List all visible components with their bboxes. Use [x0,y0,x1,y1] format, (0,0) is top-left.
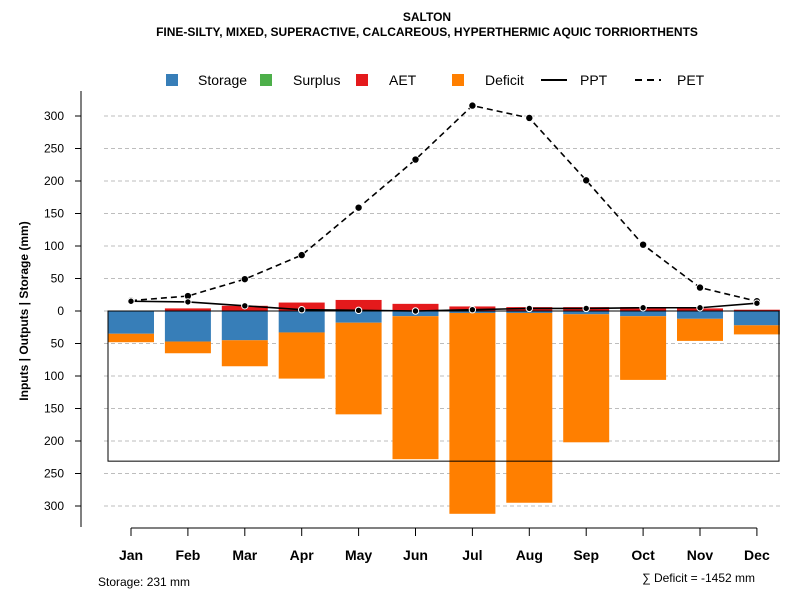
bar-deficit-jun [392,316,439,460]
y-tick-label-200: 200 [44,174,64,188]
x-tick-label-apr: Apr [290,547,315,563]
point-ppt-feb [184,298,192,306]
point-pet-jul [468,101,477,110]
legend-swatch-storage [166,74,178,86]
bar-deficit-jul [449,312,496,514]
x-tick-label-jun: Jun [403,547,428,563]
bar-deficit-oct [620,316,667,380]
bar-storage-jan [108,311,154,334]
point-ppt-dec [753,299,761,307]
deficit-footer: ∑ Deficit = -1452 mm [642,571,755,585]
bar-aet-dec [733,309,780,311]
bar-storage-oct [620,311,667,317]
y-tick-label-0: 0 [57,304,64,318]
legend-swatch-aet [356,74,368,86]
legend: Storage Surplus AET Deficit PPT PET [166,72,705,88]
y-tick-label--50: 50 [51,337,65,351]
line-ppt [130,300,757,312]
point-pet-nov [696,283,705,292]
bar-aet-may [335,299,382,311]
point-ppt-jun [411,307,420,315]
bar-storage-may [335,311,382,323]
legend-label-pet: PET [677,72,705,88]
point-ppt-nov [696,304,704,312]
storage-footer: Storage: 231 mm [98,575,190,589]
point-ppt-oct [639,304,647,312]
y-tick-label-250: 250 [44,142,64,156]
legend-label-deficit: Deficit [485,72,524,88]
point-pet-jun [411,155,420,164]
bar-storage-nov [677,311,723,319]
point-pet-aug [525,113,534,122]
bar-storage-sep [563,311,610,315]
bar-storage-feb [164,311,211,342]
x-tick-label-sep: Sep [573,547,599,563]
x-tick-label-may: May [345,547,372,563]
x-tick-label-jan: Jan [119,547,143,563]
point-ppt-jan [127,297,135,305]
y-tick-label--200: 200 [44,434,64,448]
x-tick-label-oct: Oct [631,547,655,563]
x-tick-label-feb: Feb [175,547,200,563]
bar-deficit-may [335,322,382,415]
point-ppt-mar [241,302,249,310]
y-tick-label-100: 100 [44,239,64,253]
bar-deficit-mar [221,340,268,367]
x-tick-label-aug: Aug [516,547,543,563]
bar-deficit-dec [733,325,780,335]
y-tick-label-150: 150 [44,207,64,221]
bar-aet-feb [164,308,211,311]
legend-label-ppt: PPT [580,72,608,88]
x-tick-label-nov: Nov [687,547,714,563]
y-tick-label--100: 100 [44,369,64,383]
x-tick-label-mar: Mar [232,547,257,563]
x-tick-label-jul: Jul [462,547,482,563]
bar-deficit-feb [164,341,211,354]
bar-deficit-sep [563,314,610,443]
legend-label-surplus: Surplus [293,72,340,88]
legend-swatch-surplus [260,74,272,86]
bar-storage-dec [733,311,780,326]
point-pet-may [354,203,363,212]
axes: 300 250 200 150 100 50 0 50 100 150 200 250 300 Jan Fe… [44,91,770,563]
lines [127,101,761,315]
bar-deficit-jan [108,333,154,343]
point-pet-apr [297,251,306,260]
y-tick-label--150: 150 [44,402,64,416]
y-axis-label: Inputs | Outputs | Storage (mm) [17,221,31,400]
bars [108,299,780,514]
bar-storage-mar [221,311,268,341]
bar-deficit-aug [506,312,553,503]
x-tick-label-dec: Dec [744,547,770,563]
point-ppt-aug [525,304,533,313]
bar-deficit-apr [278,332,325,379]
point-pet-sep [582,176,591,185]
point-ppt-jul [468,306,477,314]
point-pet-mar [240,275,249,284]
y-tick-label--300: 300 [44,499,64,513]
point-ppt-may [354,306,363,315]
legend-label-storage: Storage [198,72,247,88]
bar-deficit-nov [677,318,723,341]
legend-swatch-deficit [452,74,464,86]
chart-subtitle: FINE-SILTY, MIXED, SUPERACTIVE, CALCAREO… [156,25,698,39]
legend-label-aet: AET [389,72,417,88]
y-tick-label--250: 250 [44,467,64,481]
point-pet-oct [639,240,648,249]
bar-storage-apr [278,311,325,333]
line-pet [130,104,758,303]
point-ppt-sep [582,304,590,313]
point-ppt-apr [298,306,306,314]
y-tick-label-50: 50 [51,272,65,286]
y-tick-label-300: 300 [44,109,64,123]
chart-title: SALTON [403,10,451,24]
